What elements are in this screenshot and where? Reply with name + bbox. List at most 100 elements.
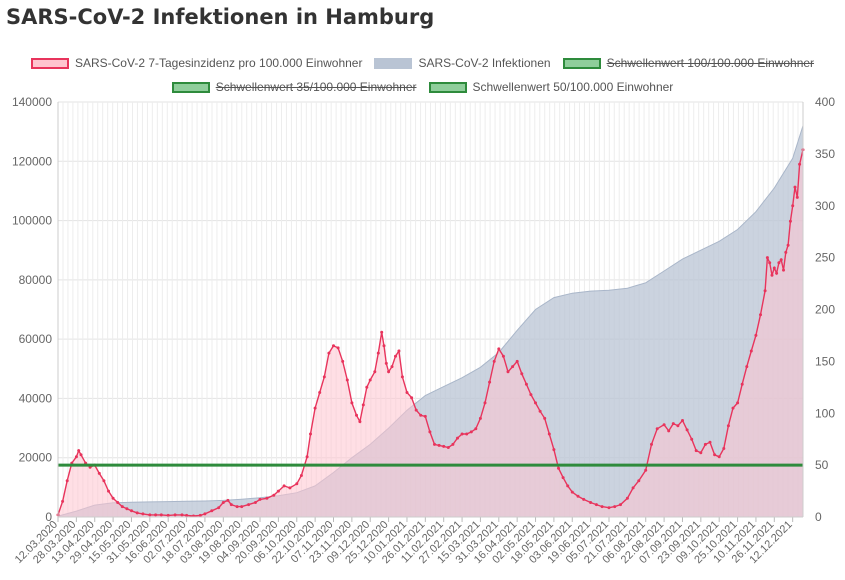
- legend-item-schwelle-100[interactable]: Schwellenwert 100/100.000 Einwohner: [562, 56, 814, 70]
- x-tick-label: 02.07.2020: [141, 519, 188, 566]
- inzidenz-point: [365, 385, 369, 389]
- inzidenz-point: [582, 497, 586, 501]
- inzidenz-point: [478, 416, 482, 420]
- x-tick-label: 29.04.2020: [68, 519, 115, 566]
- x-tick-label: 06.08.2021: [600, 519, 647, 566]
- inzidenz-point: [506, 370, 510, 374]
- inzidenz-point: [524, 382, 528, 386]
- y-right-tick-label: 300: [815, 199, 835, 213]
- inzidenz-point: [437, 443, 441, 447]
- x-tick-label: 10.01.2021: [362, 519, 409, 566]
- inzidenz-point: [685, 428, 689, 432]
- inzidenz-point: [446, 446, 450, 449]
- y-left-tick-label: 40000: [19, 391, 53, 405]
- inzidenz-point: [456, 436, 459, 440]
- inzidenz-point: [148, 513, 152, 517]
- legend-item-infektionen[interactable]: SARS-CoV-2 Infektionen: [374, 56, 551, 70]
- series-infektionen-line: [57, 125, 804, 517]
- inzidenz-point: [355, 413, 358, 417]
- inzidenz-point: [56, 513, 60, 517]
- legend-item-inzidenz[interactable]: SARS-CoV-2 7-Tagesinzidenz pro 100.000 E…: [30, 56, 362, 70]
- x-tick-label: 27.02.2021: [417, 519, 464, 566]
- inzidenz-point: [217, 506, 221, 510]
- legend-item-schwelle-50[interactable]: Schwellenwert 50/100.000 Einwohner: [428, 80, 673, 94]
- inzidenz-point: [543, 416, 547, 420]
- inzidenz-point: [70, 461, 74, 465]
- inzidenz-point: [772, 266, 776, 270]
- inzidenz-point: [801, 148, 805, 152]
- inzidenz-point: [130, 509, 133, 513]
- inzidenz-point: [185, 513, 189, 517]
- inzidenz-point: [713, 453, 717, 457]
- inzidenz-point: [173, 513, 177, 517]
- inzidenz-point: [451, 442, 455, 446]
- inzidenz-point: [492, 359, 496, 363]
- inzidenz-point: [226, 498, 230, 502]
- inzidenz-point: [547, 432, 551, 436]
- inzidenz-point: [488, 380, 492, 384]
- inzidenz-point: [768, 261, 772, 265]
- x-tick-label: 26.01.2021: [380, 519, 427, 566]
- x-tick-label: 12.03.2020: [13, 519, 60, 566]
- inzidenz-point: [397, 349, 401, 353]
- x-tick-label: 09.12.2020: [325, 519, 372, 566]
- inzidenz-point: [520, 372, 524, 376]
- x-tick-label: 25.12.2020: [343, 519, 390, 566]
- inzidenz-point: [442, 444, 446, 448]
- inzidenz-point: [726, 424, 730, 428]
- inzidenz-point: [754, 333, 758, 337]
- inzidenz-point: [247, 503, 251, 507]
- x-tick-label: 03.06.2021: [527, 519, 574, 566]
- legend-item-schwelle-35[interactable]: Schwellenwert 35/100.000 Einwohner: [171, 80, 417, 94]
- inzidenz-point: [390, 365, 394, 369]
- legend-label-infektionen: SARS-CoV-2 Infektionen: [418, 56, 551, 70]
- y-right-tick-label: 200: [815, 303, 835, 317]
- x-tick-label: 11.02.2021: [399, 519, 446, 566]
- inzidenz-point: [141, 512, 145, 516]
- inzidenz-point: [759, 313, 762, 317]
- inzidenz-point: [631, 486, 635, 490]
- y-left-tick-label: 120000: [12, 154, 52, 168]
- inzidenz-point: [276, 489, 280, 493]
- y-right-tick-label: 50: [815, 458, 829, 472]
- inzidenz-point: [690, 437, 694, 441]
- x-tick-label: 16.06.2020: [123, 519, 170, 566]
- x-tick-label: 22.08.2021: [619, 519, 666, 566]
- inzidenz-point: [460, 432, 464, 436]
- x-tick-label: 06.10.2020: [251, 519, 298, 566]
- inzidenz-point: [501, 354, 505, 358]
- inzidenz-point: [731, 406, 735, 410]
- inzidenz-point: [749, 349, 753, 353]
- inzidenz-point: [368, 378, 372, 382]
- inzidenz-point: [198, 513, 202, 517]
- x-tick-label: 20.09.2020: [233, 519, 280, 566]
- x-tick-label: 10.11.2021: [711, 519, 758, 566]
- x-tick-label: 09.10.2021: [674, 519, 721, 566]
- inzidenz-point: [361, 403, 365, 407]
- inzidenz-point: [607, 506, 611, 510]
- inzidenz-point: [423, 414, 427, 418]
- inzidenz-point: [318, 391, 322, 394]
- inzidenz-point: [708, 440, 712, 444]
- x-tick-label: 22.10.2020: [270, 519, 317, 566]
- legend-row-1: SARS-CoV-2 7-Tagesinzidenz pro 100.000 E…: [0, 52, 845, 74]
- inzidenz-point: [552, 448, 556, 452]
- inzidenz-point: [387, 370, 391, 374]
- inzidenz-point: [791, 204, 795, 208]
- inzidenz-point: [295, 482, 299, 486]
- y-right-tick-label: 350: [815, 147, 835, 161]
- inzidenz-point: [65, 479, 69, 483]
- inzidenz-point: [120, 505, 124, 509]
- inzidenz-point: [192, 514, 195, 518]
- inzidenz-point: [699, 451, 703, 455]
- x-tick-label: 19.06.2021: [545, 519, 592, 566]
- inzidenz-point: [681, 419, 684, 422]
- inzidenz-point: [240, 505, 244, 509]
- inzidenz-point: [613, 505, 617, 509]
- inzidenz-point: [600, 505, 604, 509]
- inzidenz-point: [221, 501, 225, 504]
- inzidenz-point: [154, 513, 158, 517]
- inzidenz-point: [97, 471, 101, 475]
- inzidenz-point: [594, 503, 598, 507]
